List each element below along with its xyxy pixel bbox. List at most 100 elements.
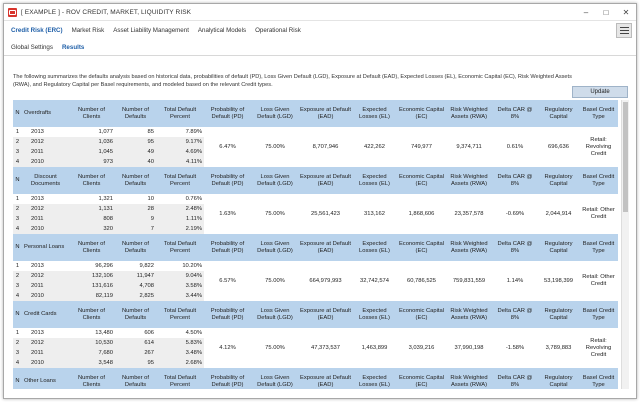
year-cell: 2010 <box>22 224 68 234</box>
el-cell: 422,262 <box>352 127 397 167</box>
row-number: 4 <box>13 291 22 301</box>
table-header-row: N Other Loans Number of Clients Number of D… <box>13 368 618 389</box>
regulatory-capital-cell: 2,044,914 <box>538 194 579 234</box>
hamburger-menu-icon[interactable] <box>616 23 632 38</box>
table-row[interactable]: 3 2011 131,616 4,708 3.58% <box>13 281 618 291</box>
lgd-cell: 75.00% <box>251 194 299 234</box>
table-row[interactable]: 1 2013 1,321 10 0.76% 1.63% 75.00% 25,561,423 31… <box>13 194 618 234</box>
rwa-cell: 23,357,578 <box>446 194 492 234</box>
delta-car-cell: 0.61% <box>492 127 538 167</box>
menu-asset-liability-management[interactable]: Asset Liability Management <box>113 27 189 34</box>
vertical-scrollbar[interactable] <box>621 100 629 389</box>
table-header-row: N Personal Loans Number of Clients Number o… <box>13 234 618 261</box>
column-header: Risk Weighted Assets (RWA) <box>446 301 492 328</box>
table-row[interactable]: 4 2010 973 40 4.11% <box>13 157 618 167</box>
clients-cell: 13,480 <box>68 328 115 338</box>
table-row[interactable]: 2 2012 1,036 95 9.17% <box>13 137 618 147</box>
default-percent-cell: 3.44% <box>156 291 204 301</box>
column-header: Number of Clients <box>68 167 115 194</box>
clients-cell: 96,296 <box>68 261 115 271</box>
menu-analytical-models[interactable]: Analytical Models <box>197 27 247 34</box>
col-n: N <box>13 301 22 328</box>
year-cell: 2011 <box>22 281 68 291</box>
table-row[interactable]: 4 2010 320 7 2.19% <box>13 224 618 234</box>
column-header: Basel Credit Type <box>579 368 618 389</box>
column-header: Number of Clients <box>68 100 115 127</box>
column-header: Probability of Default (PD) <box>204 167 251 194</box>
column-header: Number of Defaults <box>115 167 156 194</box>
table-row[interactable]: 1 2013 96,296 9,822 10.20% 6.57% 75.00% 664,979… <box>13 261 618 301</box>
results-panel: The following summarizes the defaults an… <box>13 62 629 389</box>
column-header: Expected Losses (EL) <box>352 301 397 328</box>
table-row[interactable]: 2 2012 10,530 614 5.83% <box>13 338 618 348</box>
defaults-cell: 85 <box>115 127 156 137</box>
ead-cell: 47,373,537 <box>299 328 352 368</box>
column-header: Exposure at Default (EAD) <box>299 100 352 127</box>
table-row[interactable]: 2 2012 1,131 28 2.48% <box>13 204 618 214</box>
default-percent-cell: 9.04% <box>156 271 204 281</box>
column-header: Number of Defaults <box>115 100 156 127</box>
clients-cell: 82,119 <box>68 291 115 301</box>
minimize-icon[interactable]: – <box>583 7 589 17</box>
update-button[interactable]: Update <box>572 86 628 98</box>
clients-cell: 1,077 <box>68 127 115 137</box>
year-cell: 2012 <box>22 137 68 147</box>
year-cell: 2013 <box>22 261 68 271</box>
menu-market-risk[interactable]: Market Risk <box>71 27 105 34</box>
defaults-cell: 4,708 <box>115 281 156 291</box>
table-row[interactable]: 4 2010 82,119 2,825 3.44% <box>13 291 618 301</box>
default-percent-cell: 2.68% <box>156 358 204 368</box>
tab-global-settings[interactable]: Global Settings <box>11 44 53 51</box>
column-header: Regulatory Capital <box>538 301 579 328</box>
results-description: The following summarizes the defaults an… <box>13 74 572 88</box>
menu-credit-risk[interactable]: Credit Risk (ERC) <box>11 27 63 34</box>
default-percent-cell: 3.58% <box>156 281 204 291</box>
el-cell: 32,742,574 <box>352 261 397 301</box>
basel-type-cell: Retail: Other Credit <box>579 194 618 234</box>
column-header: Regulatory Capital <box>538 167 579 194</box>
table-row[interactable]: 3 2011 7,680 267 3.48% <box>13 348 618 358</box>
default-percent-cell: 4.69% <box>156 147 204 157</box>
tab-results[interactable]: Results <box>61 44 85 51</box>
default-percent-cell: 10.20% <box>156 261 204 271</box>
maximize-icon[interactable]: □ <box>603 7 609 17</box>
row-number: 1 <box>13 328 22 338</box>
row-number: 3 <box>13 147 22 157</box>
delta-car-cell: -0.69% <box>492 194 538 234</box>
sub-tabs: Global Settings Results <box>4 40 636 56</box>
app-window: [ EXAMPLE ] - ROV CREDIT, MARKET, LIQUID… <box>3 3 637 399</box>
defaults-cell: 11,947 <box>115 271 156 281</box>
column-header: Exposure at Default (EAD) <box>299 167 352 194</box>
row-number: 1 <box>13 194 22 204</box>
pd-cell: 4.12% <box>204 328 251 368</box>
app-logo-icon <box>8 7 17 17</box>
column-header: Total Default Percent <box>156 234 204 261</box>
clients-cell: 1,131 <box>68 204 115 214</box>
default-percent-cell: 5.83% <box>156 338 204 348</box>
table-header-row: N Discount Documents Number of Clients Numb… <box>13 167 618 194</box>
close-icon[interactable]: ✕ <box>622 7 630 17</box>
table-row[interactable]: 1 2013 1,077 85 7.89% 6.47% 75.00% 8,707,946 422… <box>13 127 618 167</box>
default-percent-cell: 7.89% <box>156 127 204 137</box>
column-header: Expected Losses (EL) <box>352 167 397 194</box>
table-row[interactable]: 4 2010 3,548 95 2.68% <box>13 358 618 368</box>
year-cell: 2013 <box>22 194 68 204</box>
column-header: Number of Defaults <box>115 301 156 328</box>
row-number: 2 <box>13 137 22 147</box>
menu-operational-risk[interactable]: Operational Risk <box>255 27 301 34</box>
defaults-cell: 95 <box>115 137 156 147</box>
results-table-container[interactable]: N Overdrafts Number of Clients Number of De… <box>13 100 618 389</box>
scrollbar-thumb[interactable] <box>623 102 628 212</box>
table-row[interactable]: 1 2013 13,480 606 4.50% 4.12% 75.00% 47,373,537… <box>13 328 618 368</box>
column-header: Economic Capital (EC) <box>397 368 446 389</box>
table-row[interactable]: 2 2012 132,106 11,947 9.04% <box>13 271 618 281</box>
defaults-cell: 614 <box>115 338 156 348</box>
column-header: Exposure at Default (EAD) <box>299 234 352 261</box>
col-n: N <box>13 167 22 194</box>
table-row[interactable]: 3 2011 808 9 1.11% <box>13 214 618 224</box>
clients-cell: 131,616 <box>68 281 115 291</box>
row-number: 1 <box>13 127 22 137</box>
column-header: Expected Losses (EL) <box>352 368 397 389</box>
ead-cell: 25,561,423 <box>299 194 352 234</box>
table-row[interactable]: 3 2011 1,045 49 4.69% <box>13 147 618 157</box>
